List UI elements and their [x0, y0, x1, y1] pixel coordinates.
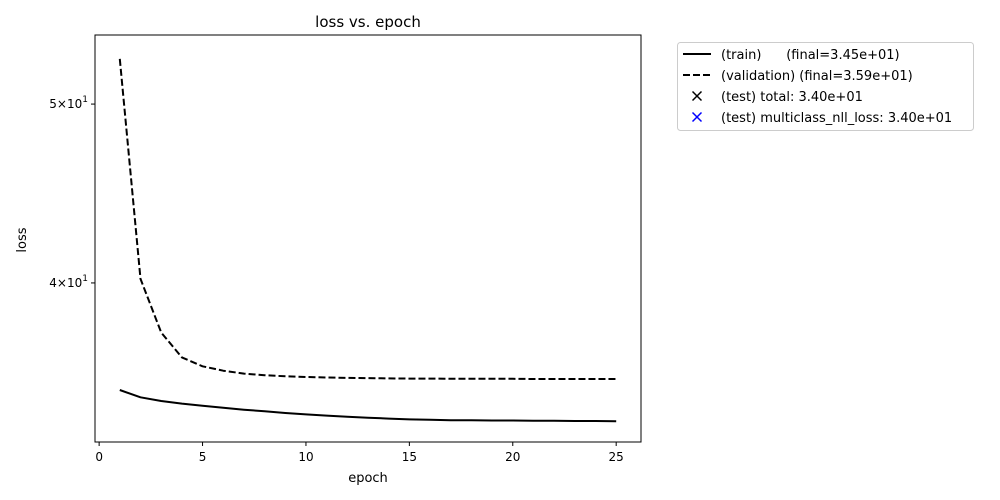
plot-frame [94, 34, 642, 443]
legend-label: (validation) (final=3.59e+01) [721, 69, 913, 84]
validation-loss-line [118, 58, 617, 380]
y-axis-label: loss [15, 227, 30, 252]
legend-entries: (train) (final=3.45e+01) (validation) (fi… [683, 48, 952, 126]
legend-x-marker [691, 111, 703, 123]
x-tick-label: 25 [609, 450, 624, 464]
legend-label: (train) (final=3.45e+01) [721, 48, 900, 63]
plot-area [94, 34, 642, 443]
train-loss-line [119, 389, 617, 423]
legend-frame [677, 42, 974, 131]
x-axis: 0 5 10 15 20 25 [95, 442, 624, 464]
series-layer [118, 58, 617, 423]
legend-label: (test) multiclass_nll_loss: 3.40e+01 [721, 111, 952, 126]
y-tick-label: 5×101 [49, 95, 88, 111]
chart-title: loss vs. epoch [315, 13, 421, 31]
x-tick-label: 5 [199, 450, 207, 464]
x-tick-label: 15 [402, 450, 417, 464]
legend-label: (test) total: 3.40e+01 [721, 90, 863, 105]
x-tick-label: 20 [505, 450, 520, 464]
legend-x-marker [691, 90, 703, 102]
x-axis-label: epoch [348, 471, 388, 486]
y-tick-label: 4×101 [49, 274, 88, 290]
x-tick-label: 10 [298, 450, 313, 464]
y-axis: 4×101 5×101 [49, 95, 95, 290]
legend: (train) (final=3.45e+01) (validation) (fi… [677, 42, 974, 131]
x-tick-label: 0 [95, 450, 103, 464]
